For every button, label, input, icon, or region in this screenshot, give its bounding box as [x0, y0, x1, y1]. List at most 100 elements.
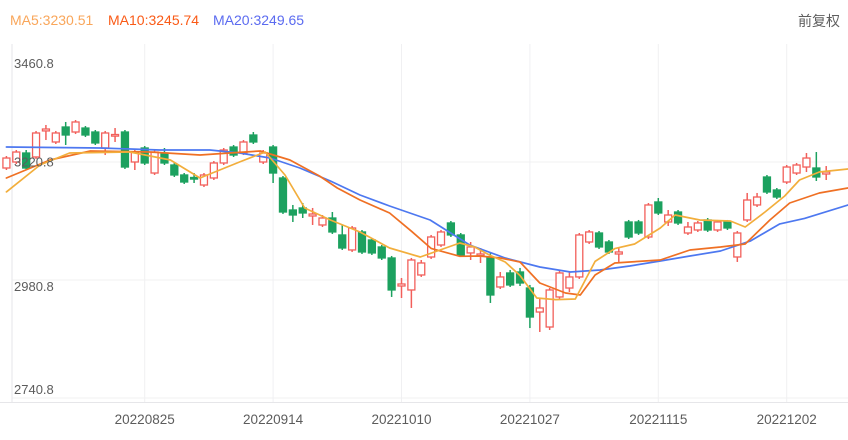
candle-body-down	[446, 222, 456, 236]
candle-body-down	[357, 231, 367, 253]
candle[interactable]	[91, 129, 100, 145]
candle[interactable]	[654, 197, 663, 216]
candle-body-up	[219, 149, 228, 164]
x-axis-label: 20220914	[243, 412, 304, 427]
candle[interactable]	[752, 192, 762, 207]
candle[interactable]	[486, 252, 495, 303]
candle-body-up	[436, 231, 446, 246]
candle[interactable]	[772, 188, 781, 199]
candle[interactable]	[505, 269, 515, 287]
candle[interactable]	[367, 237, 377, 255]
candle-body-up	[614, 251, 623, 255]
candle[interactable]	[71, 120, 80, 135]
candle-body-up	[308, 213, 317, 217]
candle[interactable]	[22, 150, 31, 171]
candle-body-down	[377, 246, 386, 259]
candle[interactable]	[436, 229, 446, 247]
candle[interactable]	[565, 271, 574, 292]
candle-body-up	[555, 272, 564, 298]
candle[interactable]	[150, 150, 159, 175]
candle-body-down	[81, 127, 90, 136]
ma20-legend: MA20:3249.65	[213, 12, 305, 28]
candle-body-up	[713, 221, 722, 231]
candle[interactable]	[81, 126, 90, 138]
candle[interactable]	[545, 288, 554, 331]
candle-body-up	[110, 133, 120, 137]
candle[interactable]	[762, 174, 772, 195]
candle[interactable]	[51, 130, 60, 145]
candle[interactable]	[683, 221, 693, 235]
candle-body-down	[505, 272, 515, 286]
candle[interactable]	[229, 144, 238, 157]
candle[interactable]	[180, 173, 189, 184]
ma5-line	[5, 151, 848, 301]
candle-body-down	[189, 176, 199, 180]
ma10-legend: MA10:3245.74	[108, 12, 200, 28]
candle-body-down	[180, 174, 189, 183]
candle[interactable]	[634, 219, 643, 235]
candle[interactable]	[426, 234, 436, 259]
candle-body-up	[101, 132, 110, 149]
candle-body-up	[426, 236, 436, 258]
candle-body-down	[594, 232, 604, 248]
candle[interactable]	[624, 219, 633, 239]
candle[interactable]	[515, 267, 525, 286]
candle[interactable]	[644, 203, 653, 239]
candle[interactable]	[31, 130, 41, 160]
candle[interactable]	[594, 230, 604, 249]
candle-body-down	[170, 164, 179, 176]
candle[interactable]	[397, 277, 406, 298]
candle[interactable]	[713, 219, 722, 232]
candle-body-down	[61, 126, 70, 136]
candle[interactable]	[555, 269, 564, 299]
candle-body-up	[683, 226, 693, 234]
candle[interactable]	[249, 132, 258, 145]
candle-body-up	[644, 204, 653, 238]
candle-body-up	[51, 132, 60, 143]
candle[interactable]	[614, 247, 623, 262]
candle[interactable]	[288, 204, 298, 222]
candle[interactable]	[743, 192, 752, 222]
candle[interactable]	[61, 121, 70, 145]
candle-body-up	[150, 151, 159, 174]
y-axis-label: 2980.8	[14, 279, 54, 294]
candle[interactable]	[278, 176, 288, 214]
candle-body-up	[545, 289, 554, 328]
x-axis-label: 20221027	[500, 412, 560, 427]
x-axis-label: 20220825	[115, 412, 175, 427]
candle[interactable]	[2, 156, 11, 171]
candle[interactable]	[12, 150, 21, 165]
candle[interactable]	[782, 164, 791, 184]
candle[interactable]	[407, 257, 416, 308]
candle[interactable]	[110, 128, 120, 142]
candle[interactable]	[328, 212, 337, 234]
candle[interactable]	[41, 124, 51, 141]
candle[interactable]	[792, 162, 801, 175]
candle-body-down	[91, 131, 100, 144]
x-axis-label: 20221010	[371, 412, 431, 427]
candle[interactable]	[535, 297, 544, 332]
candle[interactable]	[802, 153, 811, 173]
candle[interactable]	[377, 244, 386, 260]
candle[interactable]	[496, 271, 505, 289]
candle[interactable]	[822, 166, 831, 180]
adjust-mode-button[interactable]: 前复权	[798, 13, 840, 29]
candle-body-down	[288, 209, 298, 216]
candle[interactable]	[812, 152, 821, 181]
candle[interactable]	[673, 209, 683, 225]
candle-body-down	[772, 189, 781, 198]
candle[interactable]	[417, 259, 426, 277]
candle-body-down	[723, 221, 732, 229]
candle[interactable]	[199, 173, 209, 188]
candle[interactable]	[338, 224, 347, 250]
x-axis-label: 20221115	[629, 412, 687, 427]
candle[interactable]	[170, 162, 179, 177]
ma5-legend: MA5:3230.51	[10, 12, 94, 28]
candle[interactable]	[693, 221, 702, 232]
candle[interactable]	[456, 232, 465, 257]
candle[interactable]	[585, 229, 594, 244]
candle[interactable]	[387, 255, 396, 297]
candle[interactable]	[446, 221, 456, 237]
